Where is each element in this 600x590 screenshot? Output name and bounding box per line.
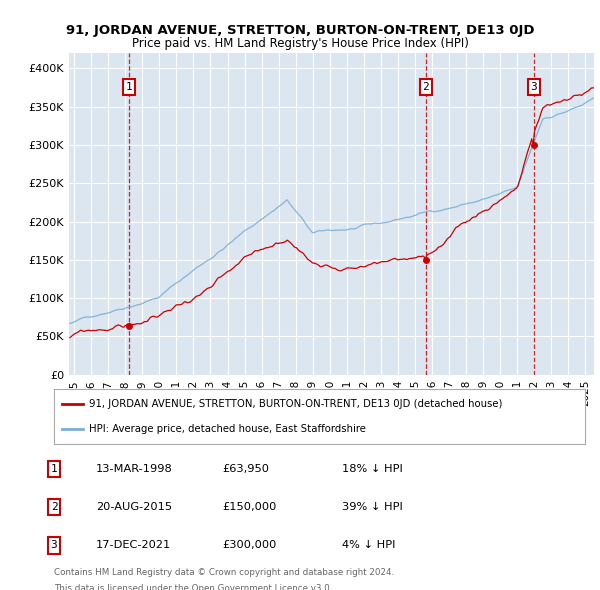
Text: 4% ↓ HPI: 4% ↓ HPI xyxy=(342,540,395,550)
Text: 2: 2 xyxy=(422,82,429,92)
Text: £150,000: £150,000 xyxy=(222,502,277,512)
Text: £300,000: £300,000 xyxy=(222,540,277,550)
Text: 17-DEC-2021: 17-DEC-2021 xyxy=(96,540,171,550)
Text: 3: 3 xyxy=(50,540,58,550)
Text: This data is licensed under the Open Government Licence v3.0.: This data is licensed under the Open Gov… xyxy=(54,584,332,590)
Text: 18% ↓ HPI: 18% ↓ HPI xyxy=(342,464,403,474)
Text: 91, JORDAN AVENUE, STRETTON, BURTON-ON-TRENT, DE13 0JD (detached house): 91, JORDAN AVENUE, STRETTON, BURTON-ON-T… xyxy=(89,399,502,409)
Text: 91, JORDAN AVENUE, STRETTON, BURTON-ON-TRENT, DE13 0JD: 91, JORDAN AVENUE, STRETTON, BURTON-ON-T… xyxy=(66,24,534,37)
Text: 1: 1 xyxy=(125,82,132,92)
Text: 1: 1 xyxy=(50,464,58,474)
Text: 13-MAR-1998: 13-MAR-1998 xyxy=(96,464,173,474)
Text: £63,950: £63,950 xyxy=(222,464,269,474)
Text: 2: 2 xyxy=(50,502,58,512)
Text: Contains HM Land Registry data © Crown copyright and database right 2024.: Contains HM Land Registry data © Crown c… xyxy=(54,568,394,576)
Text: 3: 3 xyxy=(530,82,537,92)
Text: 20-AUG-2015: 20-AUG-2015 xyxy=(96,502,172,512)
Text: Price paid vs. HM Land Registry's House Price Index (HPI): Price paid vs. HM Land Registry's House … xyxy=(131,37,469,50)
Text: HPI: Average price, detached house, East Staffordshire: HPI: Average price, detached house, East… xyxy=(89,424,365,434)
Text: 39% ↓ HPI: 39% ↓ HPI xyxy=(342,502,403,512)
